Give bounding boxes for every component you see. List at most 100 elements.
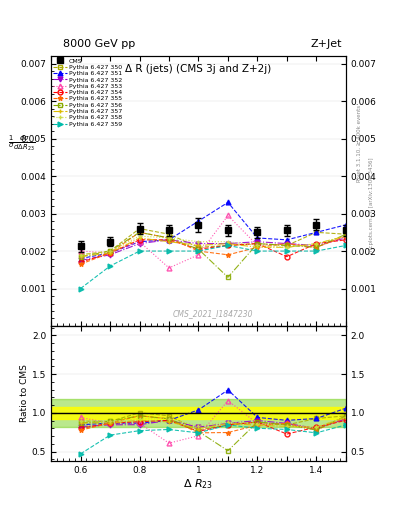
Pythia 6.427 354	[226, 242, 230, 248]
Pythia 6.427 357	[314, 241, 319, 247]
Pythia 6.427 358	[255, 242, 260, 248]
Pythia 6.427 355	[343, 233, 348, 239]
Pythia 6.427 354	[108, 250, 112, 256]
Pythia 6.427 358	[196, 239, 201, 245]
Line: Pythia 6.427 357: Pythia 6.427 357	[78, 233, 348, 259]
Pythia 6.427 357	[78, 253, 83, 260]
Text: mcplots.cern.ch [arXiv:1306.3436]: mcplots.cern.ch [arXiv:1306.3436]	[369, 157, 374, 252]
Pythia 6.427 356	[78, 253, 83, 260]
Pythia 6.427 355	[226, 252, 230, 258]
Pythia 6.427 357	[255, 244, 260, 250]
Text: 8000 GeV pp: 8000 GeV pp	[63, 38, 135, 49]
Pythia 6.427 355	[314, 244, 319, 250]
Pythia 6.427 352	[343, 235, 348, 241]
Pythia 6.427 354	[78, 259, 83, 265]
Pythia 6.427 357	[343, 233, 348, 239]
X-axis label: $\Delta\ R_{23}$: $\Delta\ R_{23}$	[184, 477, 213, 491]
Pythia 6.427 352	[167, 237, 171, 243]
Pythia 6.427 353	[314, 244, 319, 250]
Pythia 6.427 359	[137, 248, 142, 254]
Line: Pythia 6.427 352: Pythia 6.427 352	[78, 236, 348, 263]
Pythia 6.427 356	[226, 274, 230, 281]
Pythia 6.427 354	[137, 237, 142, 243]
Pythia 6.427 352	[78, 258, 83, 264]
Line: Pythia 6.427 355: Pythia 6.427 355	[78, 230, 348, 267]
Pythia 6.427 358	[78, 252, 83, 258]
Text: Z+Jet: Z+Jet	[310, 38, 342, 49]
Pythia 6.427 351	[226, 199, 230, 205]
Pythia 6.427 355	[108, 250, 112, 256]
Pythia 6.427 356	[343, 231, 348, 237]
Pythia 6.427 350	[196, 244, 201, 250]
Pythia 6.427 353	[137, 239, 142, 245]
Pythia 6.427 355	[78, 261, 83, 267]
Pythia 6.427 356	[285, 242, 289, 248]
Line: Pythia 6.427 358: Pythia 6.427 358	[78, 233, 348, 257]
Pythia 6.427 356	[255, 241, 260, 247]
Pythia 6.427 351	[255, 235, 260, 241]
Text: Rivet 3.1.10, ≥ 400k events: Rivet 3.1.10, ≥ 400k events	[357, 105, 362, 182]
Pythia 6.427 358	[314, 241, 319, 247]
Pythia 6.427 357	[285, 244, 289, 250]
Pythia 6.427 353	[78, 248, 83, 254]
Pythia 6.427 359	[285, 248, 289, 254]
Pythia 6.427 358	[226, 239, 230, 245]
Pythia 6.427 350	[167, 231, 171, 237]
Pythia 6.427 352	[285, 241, 289, 247]
Pythia 6.427 353	[226, 212, 230, 219]
Text: $\frac{1}{\sigma}\frac{d\sigma}{d\Delta R_{23}}$: $\frac{1}{\sigma}\frac{d\sigma}{d\Delta …	[8, 134, 35, 153]
Pythia 6.427 354	[167, 237, 171, 243]
Pythia 6.427 350	[78, 252, 83, 258]
Pythia 6.427 350	[314, 229, 319, 236]
Line: Pythia 6.427 353: Pythia 6.427 353	[78, 213, 348, 270]
Pythia 6.427 358	[343, 233, 348, 239]
Pythia 6.427 353	[285, 241, 289, 247]
Pythia 6.427 352	[137, 241, 142, 247]
Line: Pythia 6.427 356: Pythia 6.427 356	[78, 230, 348, 280]
Line: Pythia 6.427 354: Pythia 6.427 354	[78, 238, 348, 265]
Pythia 6.427 353	[167, 265, 171, 271]
Pythia 6.427 353	[343, 233, 348, 239]
Pythia 6.427 359	[255, 248, 260, 254]
Y-axis label: Ratio to CMS: Ratio to CMS	[20, 365, 29, 422]
Pythia 6.427 350	[108, 248, 112, 254]
Pythia 6.427 351	[285, 237, 289, 243]
Pythia 6.427 355	[137, 229, 142, 236]
Pythia 6.427 355	[285, 241, 289, 247]
Pythia 6.427 354	[343, 237, 348, 243]
Pythia 6.427 359	[314, 248, 319, 254]
Pythia 6.427 350	[285, 242, 289, 248]
Pythia 6.427 358	[108, 248, 112, 254]
Pythia 6.427 356	[167, 235, 171, 241]
Pythia 6.427 351	[196, 218, 201, 224]
Pythia 6.427 354	[255, 241, 260, 247]
Pythia 6.427 352	[314, 242, 319, 248]
Pythia 6.427 358	[167, 235, 171, 241]
Pythia 6.427 352	[108, 252, 112, 258]
Pythia 6.427 350	[343, 231, 348, 237]
Pythia 6.427 351	[137, 239, 142, 245]
Pythia 6.427 356	[137, 229, 142, 236]
Pythia 6.427 358	[137, 233, 142, 239]
Line: Pythia 6.427 351: Pythia 6.427 351	[78, 200, 348, 261]
Pythia 6.427 352	[226, 241, 230, 247]
Pythia 6.427 355	[196, 248, 201, 254]
Text: CMS_2021_I1847230: CMS_2021_I1847230	[173, 309, 253, 318]
Pythia 6.427 351	[108, 250, 112, 256]
Line: Pythia 6.427 359: Pythia 6.427 359	[78, 243, 348, 291]
Pythia 6.427 357	[226, 241, 230, 247]
Pythia 6.427 356	[314, 244, 319, 250]
Pythia 6.427 357	[108, 250, 112, 256]
Pythia 6.427 354	[314, 241, 319, 247]
Pythia 6.427 353	[196, 252, 201, 258]
Pythia 6.427 356	[108, 248, 112, 254]
Pythia 6.427 350	[255, 241, 260, 247]
Pythia 6.427 359	[226, 242, 230, 248]
Pythia 6.427 357	[196, 242, 201, 248]
Pythia 6.427 359	[78, 286, 83, 292]
Pythia 6.427 354	[285, 253, 289, 260]
Pythia 6.427 357	[167, 239, 171, 245]
Pythia 6.427 352	[196, 241, 201, 247]
Pythia 6.427 353	[108, 250, 112, 256]
Pythia 6.427 355	[255, 244, 260, 250]
